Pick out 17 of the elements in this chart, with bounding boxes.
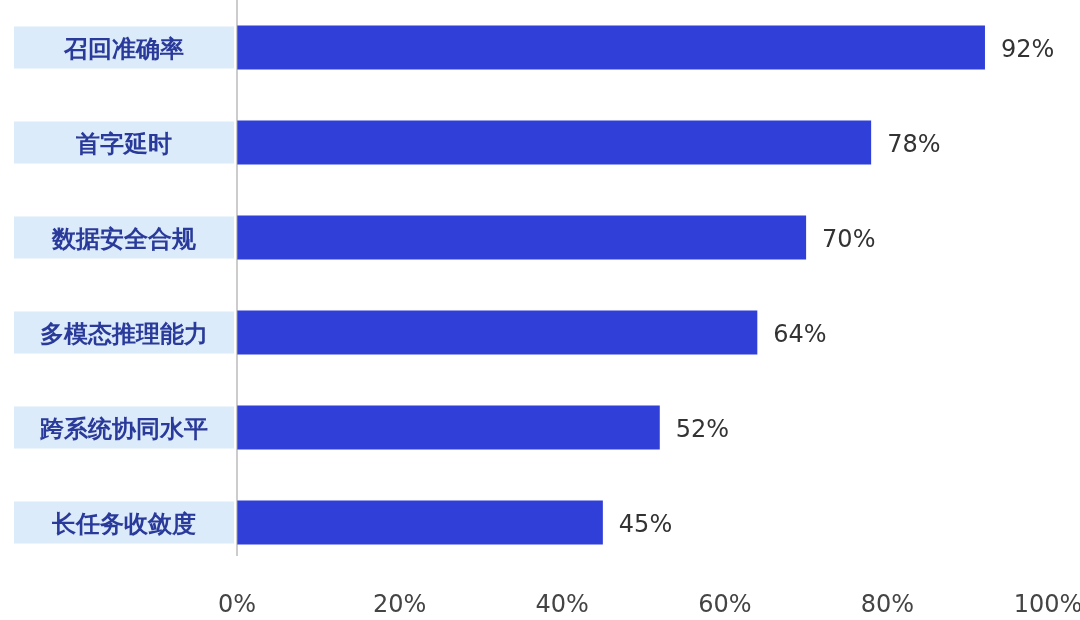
data-label: 92%: [1000, 34, 1055, 63]
x-tick-label: 20%: [372, 590, 427, 618]
data-label: 64%: [773, 319, 827, 348]
x-tick-label: 80%: [860, 590, 915, 618]
data-label: 52%: [675, 414, 730, 443]
y-tick-label: 首字延时: [75, 129, 172, 158]
y-tick-label: 跨系统协同水平: [39, 414, 208, 443]
y-tick-label: 召回准确率: [63, 34, 184, 63]
y-tick-label: 长任务收敛度: [51, 509, 196, 538]
data-label: 78%: [887, 129, 941, 158]
x-tick-label: 0%: [217, 590, 257, 618]
x-tick-label: 40%: [535, 590, 589, 618]
y-tick-label: 数据安全合规: [51, 224, 196, 253]
y-tick-label: 多模态推理能力: [40, 319, 208, 348]
data-label: 45%: [618, 509, 673, 538]
x-tick-label: 60%: [698, 590, 752, 618]
data-label: 70%: [822, 224, 876, 253]
